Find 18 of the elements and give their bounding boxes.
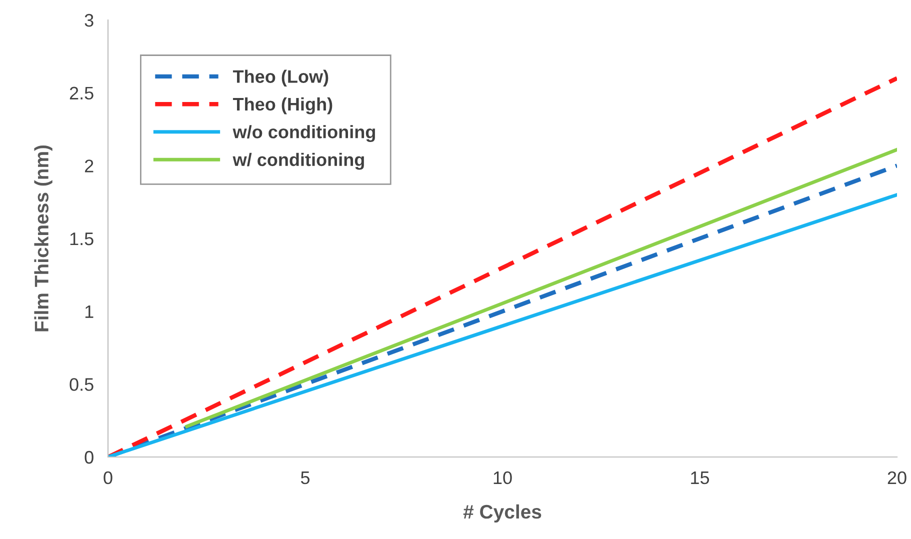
y-tick-label: 0: [84, 450, 94, 464]
x-axis-title: # Cycles: [463, 504, 542, 523]
legend-label: Theo (Low): [232, 70, 328, 87]
x-tick-label: 0: [104, 471, 112, 484]
y-tick-label: 1: [85, 305, 94, 318]
x-tick-label: 20: [888, 471, 906, 484]
y-tick-label: 3: [84, 14, 94, 27]
legend-label: w/o conditioning: [232, 125, 375, 142]
legend-label: Theo (High): [232, 97, 332, 114]
legend-label: w/ conditioning: [232, 152, 364, 170]
y-tick-label: 1.5: [70, 232, 94, 246]
y-tick-label: 2: [84, 160, 94, 172]
x-tick-label: 10: [494, 471, 512, 484]
y-tick-label: 0.5: [70, 378, 94, 391]
y-axis-title: Film Thickness (nm): [34, 145, 52, 332]
y-tick-label: 2.5: [70, 86, 94, 100]
x-tick-label: 5: [300, 472, 310, 484]
x-tick-label: 15: [691, 472, 710, 484]
